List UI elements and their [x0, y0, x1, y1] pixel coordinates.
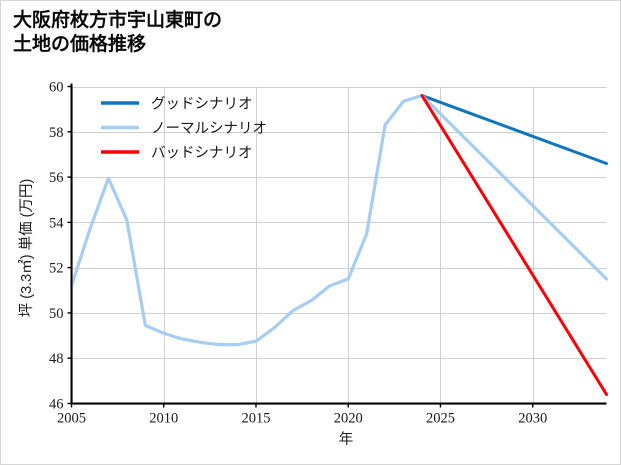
series-group [69, 93, 609, 396]
x-tick-label: 2015 [241, 411, 270, 427]
y-tick-label: 48 [49, 351, 64, 367]
series-line-good [420, 94, 608, 165]
legend-label: バッドシナリオ [151, 146, 253, 162]
x-tick-label: 2025 [426, 411, 455, 427]
x-tick-label: 2005 [57, 411, 86, 427]
series-line-bad [420, 94, 608, 396]
y-tick-label: 56 [49, 170, 64, 186]
x-axis-label: 年 [339, 431, 354, 448]
x-tick-label: 2020 [334, 411, 363, 427]
page-title: 大阪府枚方市宇山東町の 土地の価格推移 [13, 10, 223, 56]
gridlines-group [71, 86, 607, 406]
axis-spines [70, 83, 607, 405]
y-tick-label: 58 [49, 125, 64, 141]
y-tick-label: 50 [49, 306, 64, 322]
y-tick-label: 46 [49, 397, 64, 413]
y-axis-ticks: 46 48 50 52 54 56 58 60 [49, 80, 72, 413]
series-line-normal [69, 93, 609, 347]
y-axis-label: 坪 (3.3㎡) 単価 (万円) [18, 179, 35, 318]
legend-label: ノーマルシナリオ [151, 121, 267, 137]
y-tick-label: 52 [49, 261, 64, 277]
y-tick-label: 60 [49, 80, 64, 96]
legend-label: グッドシナリオ [151, 96, 253, 113]
x-axis-ticks: 2005 2010 2015 2020 2025 2030 [57, 403, 547, 427]
x-tick-label: 2030 [518, 411, 547, 427]
y-tick-label: 54 [49, 215, 64, 231]
x-tick-label: 2010 [149, 411, 178, 427]
